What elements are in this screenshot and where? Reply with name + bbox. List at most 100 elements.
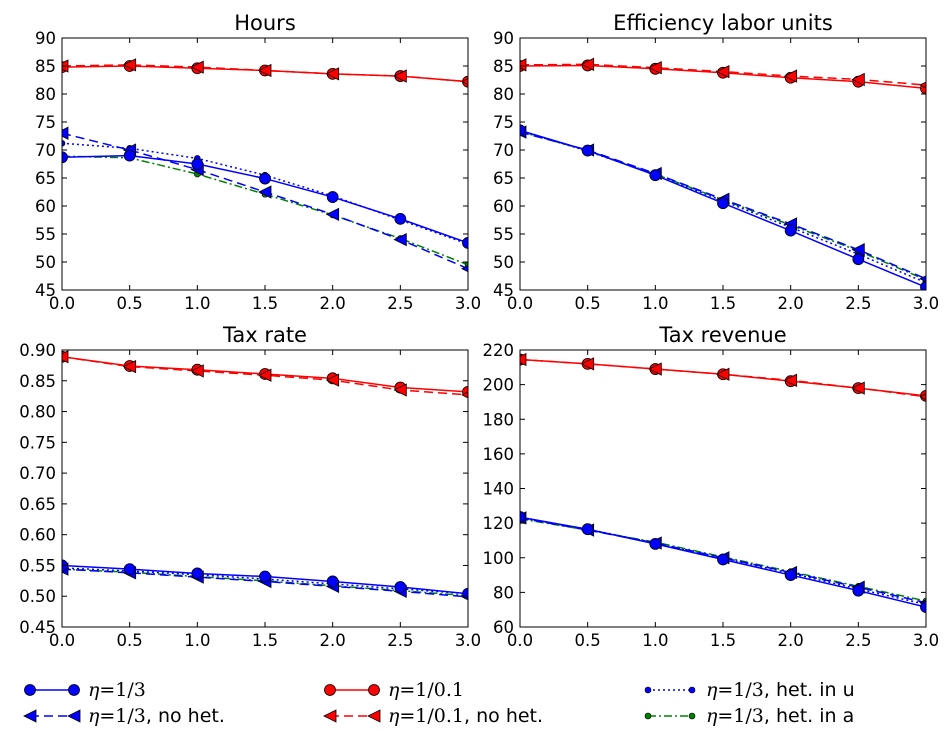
- x-tick-label: 1.0: [642, 294, 668, 313]
- y-tick-label: 65: [35, 169, 56, 188]
- y-tick-label: 60: [493, 618, 514, 637]
- y-tick-label: 200: [483, 376, 515, 395]
- x-tick-label: 1.5: [710, 631, 736, 650]
- y-tick-label: 85: [35, 57, 56, 76]
- data-point-eta13: [581, 523, 594, 536]
- data-point-eta01_nohet: [783, 373, 798, 387]
- legend-marker: [23, 709, 37, 723]
- tax-revenue-panel: Tax revenue 0.0 0.5 1.0 1.5 2.0 2.5 3.0 60 80 100 1…: [483, 323, 940, 650]
- data-point-eta13_nohet: [461, 265, 468, 273]
- series-line-eta13: [62, 154, 468, 244]
- data-point-eta01_nohet: [190, 60, 204, 74]
- data-point-eta01_nohet: [783, 69, 798, 83]
- x-tick-label: 2.0: [778, 631, 804, 650]
- legend-label: η=1/0.1, no het.: [388, 705, 543, 727]
- x-tick-label: 0.5: [117, 294, 143, 313]
- x-tick-label: 2.0: [320, 294, 346, 313]
- data-point-eta01_nohet: [851, 72, 865, 87]
- data-point-eta13: [649, 538, 662, 550]
- y-tick-label: 60: [493, 197, 514, 216]
- legend-suffix: , no het.: [464, 705, 543, 727]
- data-point-eta01_nohet: [520, 352, 527, 367]
- data-point-eta01_nohet: [393, 383, 407, 397]
- x-tick-label: 3.0: [913, 631, 939, 650]
- y-tick-label: 55: [493, 225, 514, 244]
- legend-value: =1/3: [99, 705, 146, 727]
- legend-marker: [324, 684, 336, 696]
- y-tick-label: 75: [35, 113, 56, 132]
- legend-marker: [644, 686, 652, 694]
- data-point-eta01_nohet: [122, 359, 137, 374]
- data-point-eta13: [784, 224, 797, 237]
- data-point-eta13_nohet: [62, 126, 69, 140]
- x-tick-label: 2.5: [387, 631, 413, 650]
- data-point-eta13: [920, 281, 926, 290]
- y-tick-label: 140: [483, 480, 515, 499]
- data-point-eta01_nohet: [258, 63, 272, 78]
- y-tick-label: 0.70: [19, 464, 56, 483]
- legend-suffix: , het. in a: [764, 705, 854, 727]
- legend-entry-het_u: η=1/3, het. in u: [644, 679, 855, 701]
- y-tick-label: 0.60: [19, 526, 56, 545]
- series-line-eta13_nohet: [62, 132, 468, 270]
- legend-marker: [368, 684, 380, 696]
- y-tick-label: 70: [35, 141, 56, 160]
- x-tick-label: 2.5: [845, 294, 871, 313]
- x-tick-label: 0.5: [117, 631, 143, 650]
- legend-symbol: η: [388, 679, 400, 701]
- y-tick-label: 120: [483, 514, 515, 533]
- x-tick-label: 1.0: [184, 631, 210, 650]
- legend-value: =1/0.1: [399, 705, 464, 727]
- data-point-eta13: [191, 567, 204, 580]
- data-point-eta13: [259, 570, 271, 583]
- y-tick-label: 0.80: [19, 403, 56, 422]
- data-point-eta01_nohet: [393, 69, 407, 83]
- legend-marker: [367, 709, 381, 723]
- legend-marker: [68, 684, 80, 696]
- data-point-eta01_nohet: [919, 81, 926, 89]
- legend-label: η=1/3, het. in u: [706, 679, 855, 701]
- data-point-eta13: [920, 601, 926, 613]
- data-point-eta01_nohet: [851, 381, 865, 395]
- legend-suffix: , het. in u: [764, 679, 855, 701]
- data-point-eta13: [649, 169, 662, 182]
- y-tick-label: 0.45: [19, 618, 56, 637]
- data-point-eta01_nohet: [716, 367, 730, 381]
- data-point-eta01_nohet: [648, 362, 662, 376]
- data-point-eta01_nohet: [258, 368, 272, 382]
- y-tick-label: 50: [35, 253, 56, 272]
- data-point-eta13: [191, 158, 204, 170]
- legend-value: =1/3: [717, 705, 764, 727]
- legend-suffix: , no het.: [146, 705, 225, 727]
- y-tick-label: 75: [493, 113, 514, 132]
- data-point-eta01_nohet: [580, 57, 595, 71]
- y-tick-label: 50: [493, 253, 514, 272]
- y-tick-label: 0.75: [19, 433, 56, 452]
- data-point-eta01_nohet: [716, 64, 730, 79]
- legend-marker: [67, 709, 81, 723]
- x-tick-label: 0.5: [575, 631, 601, 650]
- legend-symbol: η: [88, 679, 100, 701]
- data-point-eta13: [62, 151, 68, 164]
- y-tick-label: 70: [493, 141, 514, 160]
- data-point-eta01_nohet: [919, 393, 926, 401]
- y-tick-label: 55: [35, 225, 56, 244]
- legend-label: η=1/3: [88, 679, 146, 701]
- y-tick-label: 0.50: [19, 587, 56, 606]
- y-tick-label: 220: [483, 341, 515, 360]
- legend-label: η=1/0.1: [388, 679, 464, 701]
- y-tick-label: 180: [483, 410, 515, 429]
- data-point-eta01_nohet: [461, 78, 468, 86]
- legend-value: =1/3: [717, 679, 764, 701]
- data-point-eta01_nohet: [648, 61, 662, 75]
- data-point-eta01_nohet: [461, 391, 468, 399]
- x-tick-label: 3.0: [455, 631, 481, 650]
- data-point-eta13: [784, 569, 797, 581]
- data-point-eta13: [326, 191, 339, 203]
- y-tick-label: 80: [35, 85, 56, 104]
- tax-rate-panel: Tax rate 0.0 0.5 1.0 1.5 2.0 2.5 3.0 0.45 0.50 0.5…: [19, 323, 481, 650]
- y-tick-label: 100: [483, 549, 515, 568]
- y-tick-label: 0.85: [19, 372, 56, 391]
- plot-frame: [519, 349, 927, 628]
- data-point-eta01_nohet: [520, 58, 527, 72]
